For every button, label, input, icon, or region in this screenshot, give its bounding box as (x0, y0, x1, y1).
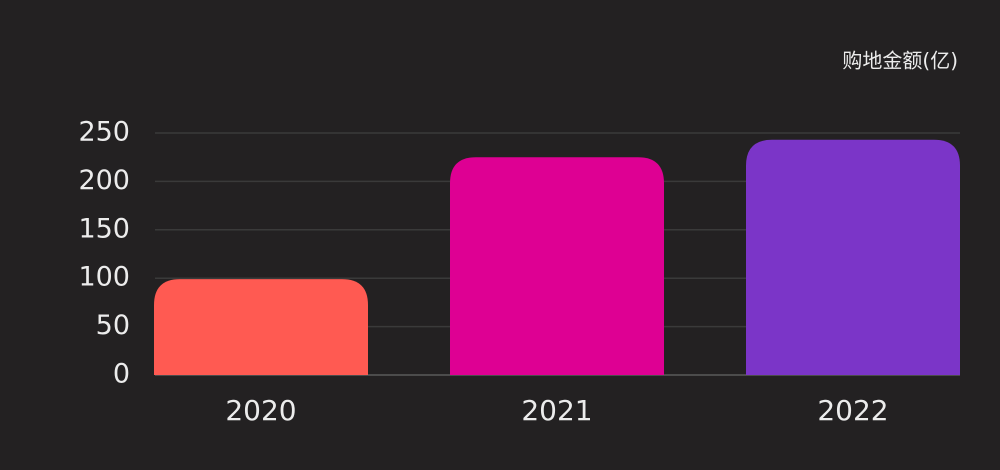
unit-label: 购地金额(亿) (842, 49, 958, 73)
y-tick-label: 150 (78, 213, 130, 244)
y-tick-label: 250 (78, 117, 130, 148)
bar (450, 157, 664, 375)
y-tick-label: 50 (96, 310, 130, 341)
y-tick-label: 200 (78, 165, 130, 196)
y-tick-label: 100 (78, 262, 130, 293)
bar (154, 279, 368, 375)
y-tick-label: 0 (113, 359, 130, 390)
bar (746, 139, 960, 375)
x-tick-label: 2022 (817, 394, 888, 427)
x-tick-label: 2021 (521, 394, 592, 427)
x-tick-label: 2020 (225, 394, 296, 427)
